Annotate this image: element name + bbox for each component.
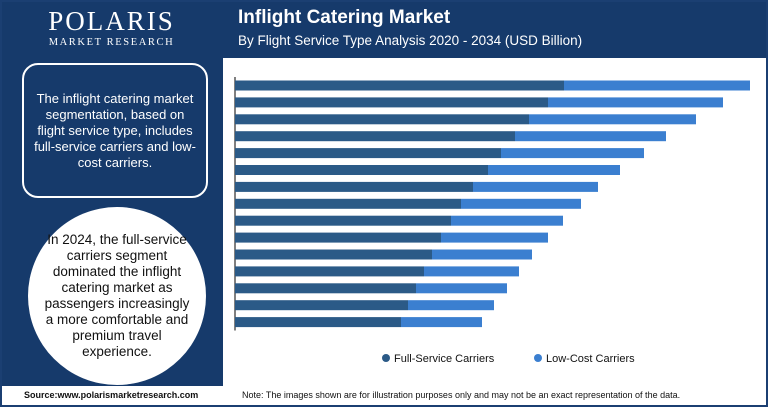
segmentation-info-box: The inflight catering market segmentatio… — [22, 63, 208, 198]
bar-full-service — [235, 181, 473, 192]
bar-low-cost — [529, 114, 696, 125]
legend-marker-low-cost — [534, 354, 542, 362]
bar-full-service — [235, 148, 501, 159]
bar-full-service — [235, 232, 441, 243]
bar-low-cost — [432, 249, 532, 260]
disclaimer-note: Note: The images shown are for illustrat… — [242, 390, 681, 400]
bar-full-service — [235, 317, 401, 328]
bar-full-service — [235, 165, 488, 175]
bar-low-cost — [473, 181, 598, 192]
bar-low-cost — [564, 80, 750, 91]
insight-circle: In 2024, the full-service carriers segme… — [28, 207, 206, 385]
legend-label: Full-Service Carriers — [394, 353, 495, 365]
bar-full-service — [235, 97, 548, 108]
bar-low-cost — [424, 266, 519, 277]
bar-full-service — [235, 131, 515, 142]
insight-circle-text: In 2024, the full-service carriers segme… — [44, 232, 190, 359]
bar-full-service — [235, 215, 451, 226]
bar-low-cost — [548, 97, 723, 108]
chart-title: Inflight Catering Market — [238, 7, 451, 28]
bar-full-service — [235, 198, 461, 209]
bar-low-cost — [501, 148, 644, 159]
bar-full-service — [235, 266, 424, 277]
stacked-bar-chart: 2034203320322031203020292028202720262025… — [234, 77, 750, 365]
bar-low-cost — [401, 317, 482, 328]
bar-low-cost — [461, 198, 581, 209]
bar-low-cost — [408, 300, 494, 311]
legend-label: Low-Cost Carriers — [546, 353, 635, 365]
brand-name: POLARIS — [48, 6, 175, 36]
bar-full-service — [235, 80, 564, 91]
brand-tagline: MARKET RESEARCH — [48, 37, 175, 48]
segmentation-info-text: The inflight catering market segmentatio… — [34, 90, 196, 170]
brand-logo: POLARIS MARKET RESEARCH — [24, 6, 199, 54]
source-text: Source:www.polarismarketresearch.com — [24, 390, 199, 400]
legend-marker-full-service — [382, 354, 390, 362]
bar-low-cost — [441, 232, 548, 243]
bar-low-cost — [488, 165, 620, 175]
footer: Source:www.polarismarketresearch.com Not… — [2, 386, 766, 405]
chart-subtitle: By Flight Service Type Analysis 2020 - 2… — [238, 33, 583, 48]
bar-low-cost — [416, 283, 507, 294]
bar-full-service — [235, 283, 416, 294]
bar-full-service — [235, 114, 529, 125]
bar-low-cost — [451, 215, 563, 226]
header: POLARIS MARKET RESEARCH Inflight Caterin… — [2, 2, 766, 58]
bar-full-service — [235, 249, 432, 260]
bar-full-service — [235, 300, 408, 311]
bar-low-cost — [515, 131, 666, 142]
